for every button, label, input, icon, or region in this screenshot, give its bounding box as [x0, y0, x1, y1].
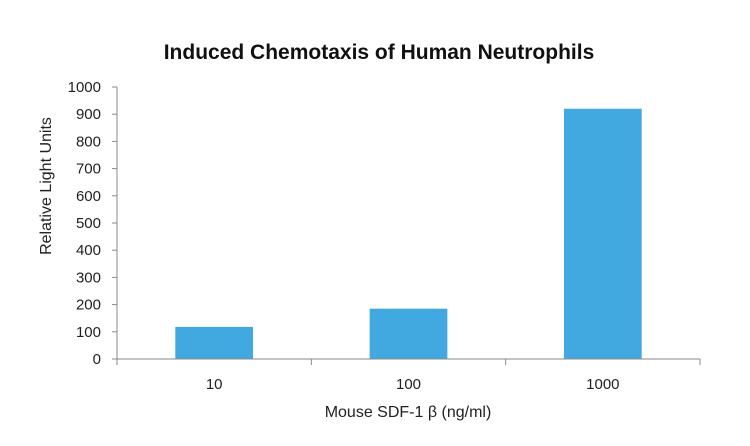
bars-group [175, 108, 642, 359]
bar-100 [369, 308, 448, 359]
y-axis-label: Relative Light Units [38, 117, 55, 255]
y-tick-label: 1000 [68, 79, 101, 96]
y-tick-label: 800 [76, 133, 101, 150]
y-tick-label: 200 [76, 297, 101, 314]
bar-10 [175, 326, 254, 359]
x-tick-label: 1000 [586, 376, 619, 393]
y-tick-label: 600 [76, 188, 101, 205]
y-tick-label: 500 [76, 215, 101, 232]
x-axis-ticks: 10 100 1000 [116, 359, 701, 393]
y-tick-label: 300 [76, 269, 101, 286]
y-tick-label: 700 [76, 161, 101, 178]
y-tick-label: 0 [93, 351, 101, 368]
y-tick-label: 100 [76, 324, 101, 341]
x-tick-label: 100 [396, 376, 421, 393]
y-tick-label: 400 [76, 242, 101, 259]
x-axis-label: Mouse SDF-1 β (ng/ml) [325, 404, 492, 421]
y-tick-label: 900 [76, 106, 101, 123]
bar-1000 [563, 108, 642, 359]
x-tick-label: 10 [206, 376, 223, 393]
chart-title: Induced Chemotaxis of Human Neutrophils [164, 41, 595, 64]
y-axis-ticks: 0 100 200 300 400 500 600 700 800 900 1000 [68, 79, 117, 368]
